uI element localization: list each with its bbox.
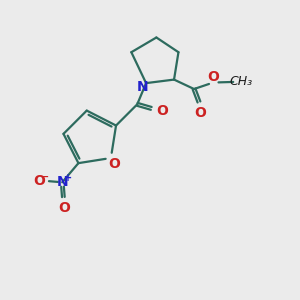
Text: O: O: [33, 174, 45, 188]
Text: O: O: [195, 106, 206, 120]
Text: −: −: [41, 171, 49, 182]
Text: O: O: [156, 104, 168, 118]
Text: O: O: [207, 70, 219, 84]
Text: O: O: [109, 158, 120, 172]
Text: N: N: [137, 80, 148, 94]
Text: O: O: [58, 201, 70, 215]
Text: CH₃: CH₃: [230, 75, 253, 88]
Text: N: N: [56, 175, 68, 189]
Text: +: +: [64, 172, 72, 183]
